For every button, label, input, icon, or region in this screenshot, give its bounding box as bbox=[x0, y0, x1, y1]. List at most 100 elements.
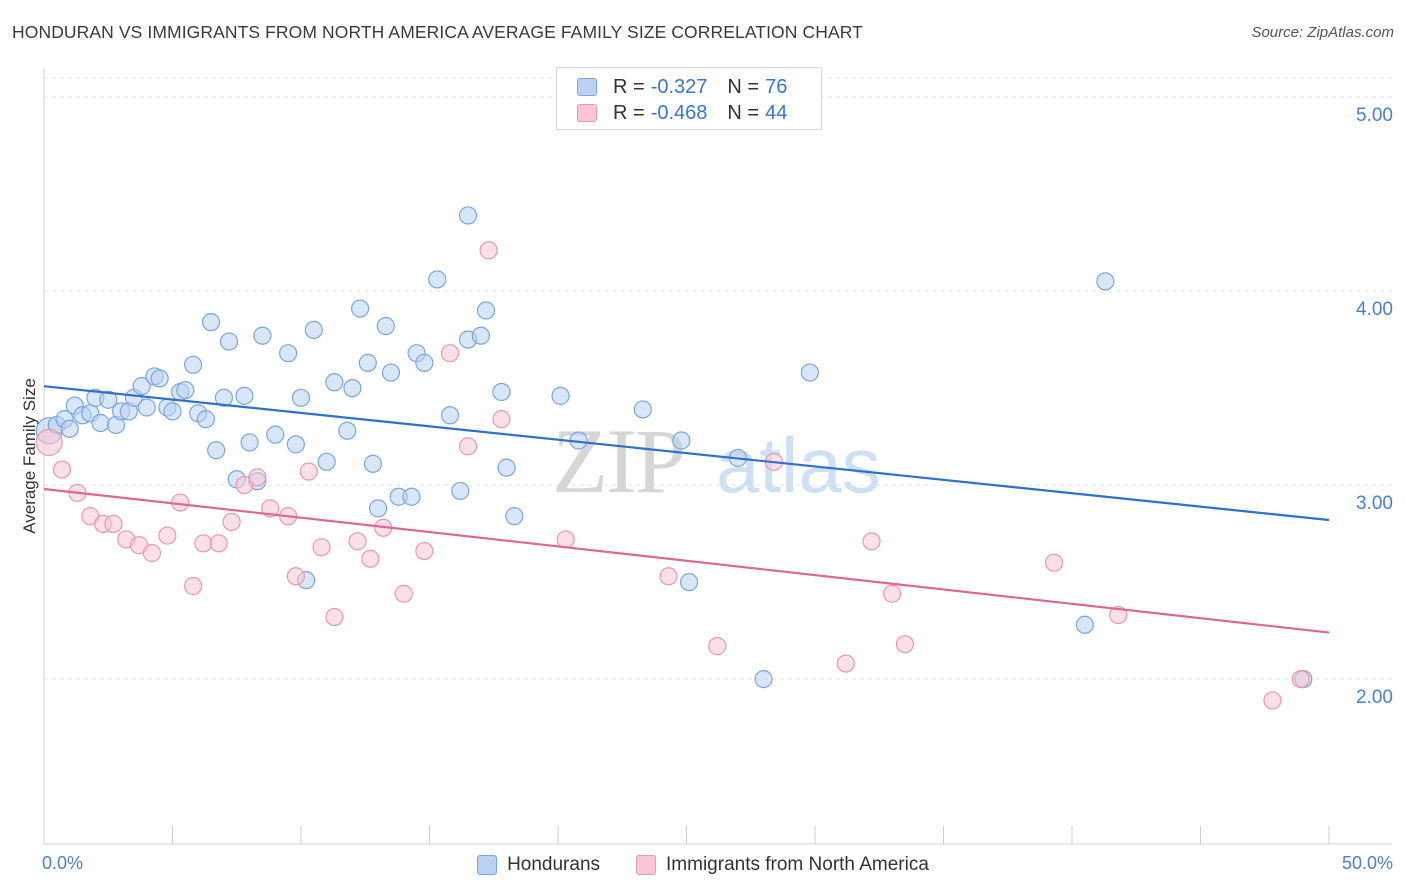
honduran-point bbox=[471, 326, 490, 345]
immigrant-point bbox=[1109, 605, 1128, 625]
watermark: ZIP atlas bbox=[552, 410, 881, 512]
honduran-point bbox=[497, 458, 516, 477]
watermark-zip: ZIP bbox=[552, 410, 684, 512]
honduran-point bbox=[679, 572, 699, 592]
legend-row-immigrants: R = -0.468 N = 44 bbox=[577, 101, 787, 125]
legend-r-value: -0.327 bbox=[650, 75, 708, 98]
honduran-point bbox=[279, 344, 298, 363]
honduran-point bbox=[505, 507, 524, 526]
y-tick-label: 2.00 bbox=[1356, 687, 1393, 708]
legend-item-immigrants[interactable]: Immigrants from North America bbox=[636, 854, 929, 876]
honduran-point bbox=[132, 377, 151, 396]
honduran-point bbox=[672, 431, 691, 450]
honduran-point bbox=[291, 388, 311, 407]
honduran-point bbox=[207, 441, 226, 460]
honduran-point bbox=[440, 406, 460, 425]
legend-swatch-pink bbox=[577, 104, 597, 122]
honduran-point bbox=[196, 410, 216, 429]
honduran-point bbox=[60, 419, 79, 438]
honduran-point bbox=[551, 386, 570, 405]
honduran-point bbox=[338, 421, 357, 440]
honduran-point bbox=[304, 320, 323, 339]
honduran-point bbox=[376, 316, 395, 336]
honduran-point bbox=[402, 487, 421, 506]
y-tick-label: 5.00 bbox=[1356, 105, 1393, 126]
immigrant-point bbox=[348, 532, 367, 551]
immigrant-point bbox=[882, 584, 902, 603]
y-tick-labels: 2.00 3.00 4.00 5.00 bbox=[1356, 105, 1393, 708]
honduran-point bbox=[286, 435, 305, 454]
honduran-point bbox=[351, 299, 370, 318]
x-tick-marks bbox=[43, 826, 1330, 844]
honduran-point bbox=[800, 363, 819, 382]
honduran-point bbox=[343, 379, 362, 398]
honduran-point bbox=[240, 433, 259, 452]
honduran-point bbox=[1075, 615, 1094, 634]
series-legend: Hondurans Immigrants from North America bbox=[0, 852, 1406, 878]
legend-label-immigrants: Immigrants from North America bbox=[666, 854, 929, 875]
honduran-trend-line bbox=[43, 385, 1330, 522]
immigrant-point bbox=[556, 530, 575, 549]
immigrant-point bbox=[35, 428, 63, 457]
y-tick-label: 4.00 bbox=[1356, 299, 1393, 320]
immigrant-point bbox=[895, 635, 915, 654]
honduran-point bbox=[137, 398, 156, 417]
immigrant-point bbox=[1263, 691, 1282, 710]
legend-item-hondurans[interactable]: Hondurans bbox=[477, 854, 600, 876]
immigrant-point bbox=[325, 607, 344, 627]
honduran-point bbox=[183, 355, 203, 374]
honduran-point bbox=[358, 353, 377, 372]
immigrant-point bbox=[440, 344, 460, 363]
x-tick-label-min: 0.0% bbox=[42, 853, 83, 873]
legend-label-hondurans: Hondurans bbox=[507, 854, 601, 875]
legend-n-value: 76 bbox=[765, 75, 788, 98]
honduran-point bbox=[235, 386, 254, 405]
legend-row-hondurans: R = -0.327 N = 76 bbox=[577, 75, 787, 99]
immigrant-point bbox=[862, 532, 881, 551]
honduran-point bbox=[219, 332, 239, 351]
legend-swatch-blue bbox=[477, 855, 498, 875]
honduran-point bbox=[317, 452, 336, 471]
honduran-point bbox=[369, 499, 388, 518]
honduran-point bbox=[492, 382, 511, 402]
immigrant-point bbox=[312, 538, 331, 557]
honduran-point bbox=[476, 301, 496, 320]
honduran-point bbox=[428, 270, 447, 289]
immigrant-point bbox=[415, 541, 434, 561]
honduran-point bbox=[99, 390, 118, 409]
immigrant-point bbox=[261, 499, 280, 518]
honduran-point bbox=[381, 363, 401, 382]
immigrant-point bbox=[209, 534, 228, 553]
immigrant-point bbox=[1044, 553, 1064, 572]
honduran-point bbox=[1096, 272, 1115, 291]
immigrant-point bbox=[52, 460, 72, 479]
legend-n-label: N = bbox=[727, 101, 760, 124]
immigrant-point bbox=[836, 654, 855, 673]
honduran-point bbox=[458, 206, 478, 225]
immigrant-point bbox=[158, 526, 177, 545]
honduran-point bbox=[150, 369, 169, 388]
legend-r-value: -0.468 bbox=[650, 101, 708, 124]
immigrant-point bbox=[1291, 669, 1310, 689]
y-axis-label: Average Family Size bbox=[20, 378, 39, 534]
legend-r-label: R = bbox=[613, 75, 645, 98]
immigrant-point bbox=[248, 468, 267, 487]
honduran-point bbox=[363, 454, 383, 473]
immigrant-point bbox=[492, 410, 511, 429]
immigrant-point bbox=[479, 241, 498, 260]
honduran-point bbox=[325, 373, 344, 392]
honduran-point bbox=[253, 326, 272, 345]
immigrant-point bbox=[142, 543, 162, 563]
honduran-point bbox=[176, 380, 195, 400]
grid-layer bbox=[44, 77, 1392, 680]
immigrant-point bbox=[708, 637, 727, 656]
immigrant-point bbox=[394, 584, 413, 603]
immigrant-point bbox=[659, 567, 678, 586]
honduran-point bbox=[266, 425, 285, 444]
y-tick-label: 3.00 bbox=[1356, 493, 1393, 514]
immigrant-point bbox=[299, 462, 318, 481]
source-label: Source: ZipAtlas.com bbox=[1251, 24, 1394, 41]
stats-legend: R = -0.327 N = 76 R = -0.468 N = 44 bbox=[556, 67, 822, 130]
immigrant-point bbox=[104, 514, 123, 534]
